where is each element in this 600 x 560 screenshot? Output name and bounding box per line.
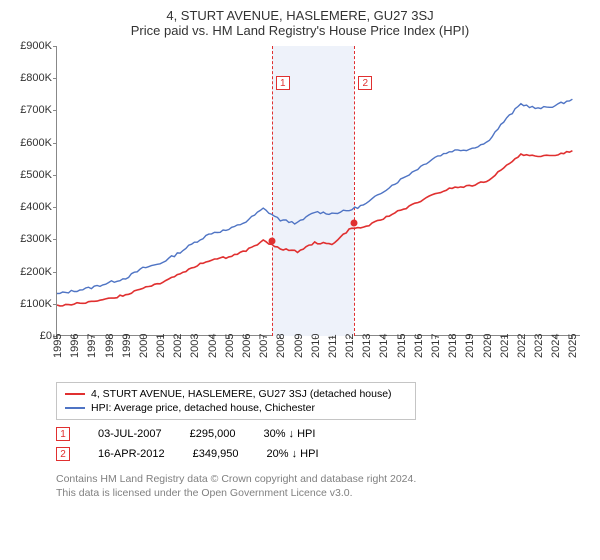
y-axis-label: £200K [10,266,52,278]
marker-price: £349,950 [193,448,239,460]
legend-swatch [65,407,85,409]
marker-index-box: 2 [56,447,70,461]
x-axis-label: 2025 [567,334,599,358]
legend-label: 4, STURT AVENUE, HASLEMERE, GU27 3SJ (de… [91,388,392,400]
series-hpi [57,99,572,293]
y-axis-label: £300K [10,233,52,245]
markers-table: 1 03-JUL-2007 £295,000 30% ↓ HPI 2 16-AP… [56,424,590,464]
plot: 12 [56,46,580,336]
y-axis-label: £800K [10,72,52,84]
y-axis-label: £100K [10,298,52,310]
legend: 4, STURT AVENUE, HASLEMERE, GU27 3SJ (de… [56,382,416,420]
legend-swatch [65,393,85,395]
chart-card: 4, STURT AVENUE, HASLEMERE, GU27 3SJ Pri… [0,0,600,508]
y-axis-label: £600K [10,137,52,149]
y-axis-label: £0 [10,330,52,342]
legend-row: HPI: Average price, detached house, Chic… [65,401,407,415]
chart-area: 12 £0 £100K £200K £300K £400K £500K £600K £700K… [10,46,590,376]
marker-price: £295,000 [190,428,236,440]
marker-row: 1 03-JUL-2007 £295,000 30% ↓ HPI [56,424,590,444]
marker-delta: 30% ↓ HPI [263,428,315,440]
marker-delta: 20% ↓ HPI [267,448,319,460]
y-axis-label: £400K [10,201,52,213]
marker-index-box: 1 [56,427,70,441]
marker-date: 03-JUL-2007 [98,428,162,440]
y-axis-label: £500K [10,169,52,181]
legend-label: HPI: Average price, detached house, Chic… [91,402,315,414]
footnote-line: This data is licensed under the Open Gov… [56,486,590,500]
marker-row: 2 16-APR-2012 £349,950 20% ↓ HPI [56,444,590,464]
footnote-line: Contains HM Land Registry data © Crown c… [56,472,590,486]
y-axis-label: £900K [10,40,52,52]
chart-lines [57,46,581,336]
footnote: Contains HM Land Registry data © Crown c… [56,472,590,500]
chart-subtitle: Price paid vs. HM Land Registry's House … [10,23,590,38]
series-property [57,151,572,306]
marker-date: 16-APR-2012 [98,448,165,460]
legend-row: 4, STURT AVENUE, HASLEMERE, GU27 3SJ (de… [65,387,407,401]
chart-title: 4, STURT AVENUE, HASLEMERE, GU27 3SJ [10,8,590,23]
y-axis-label: £700K [10,104,52,116]
